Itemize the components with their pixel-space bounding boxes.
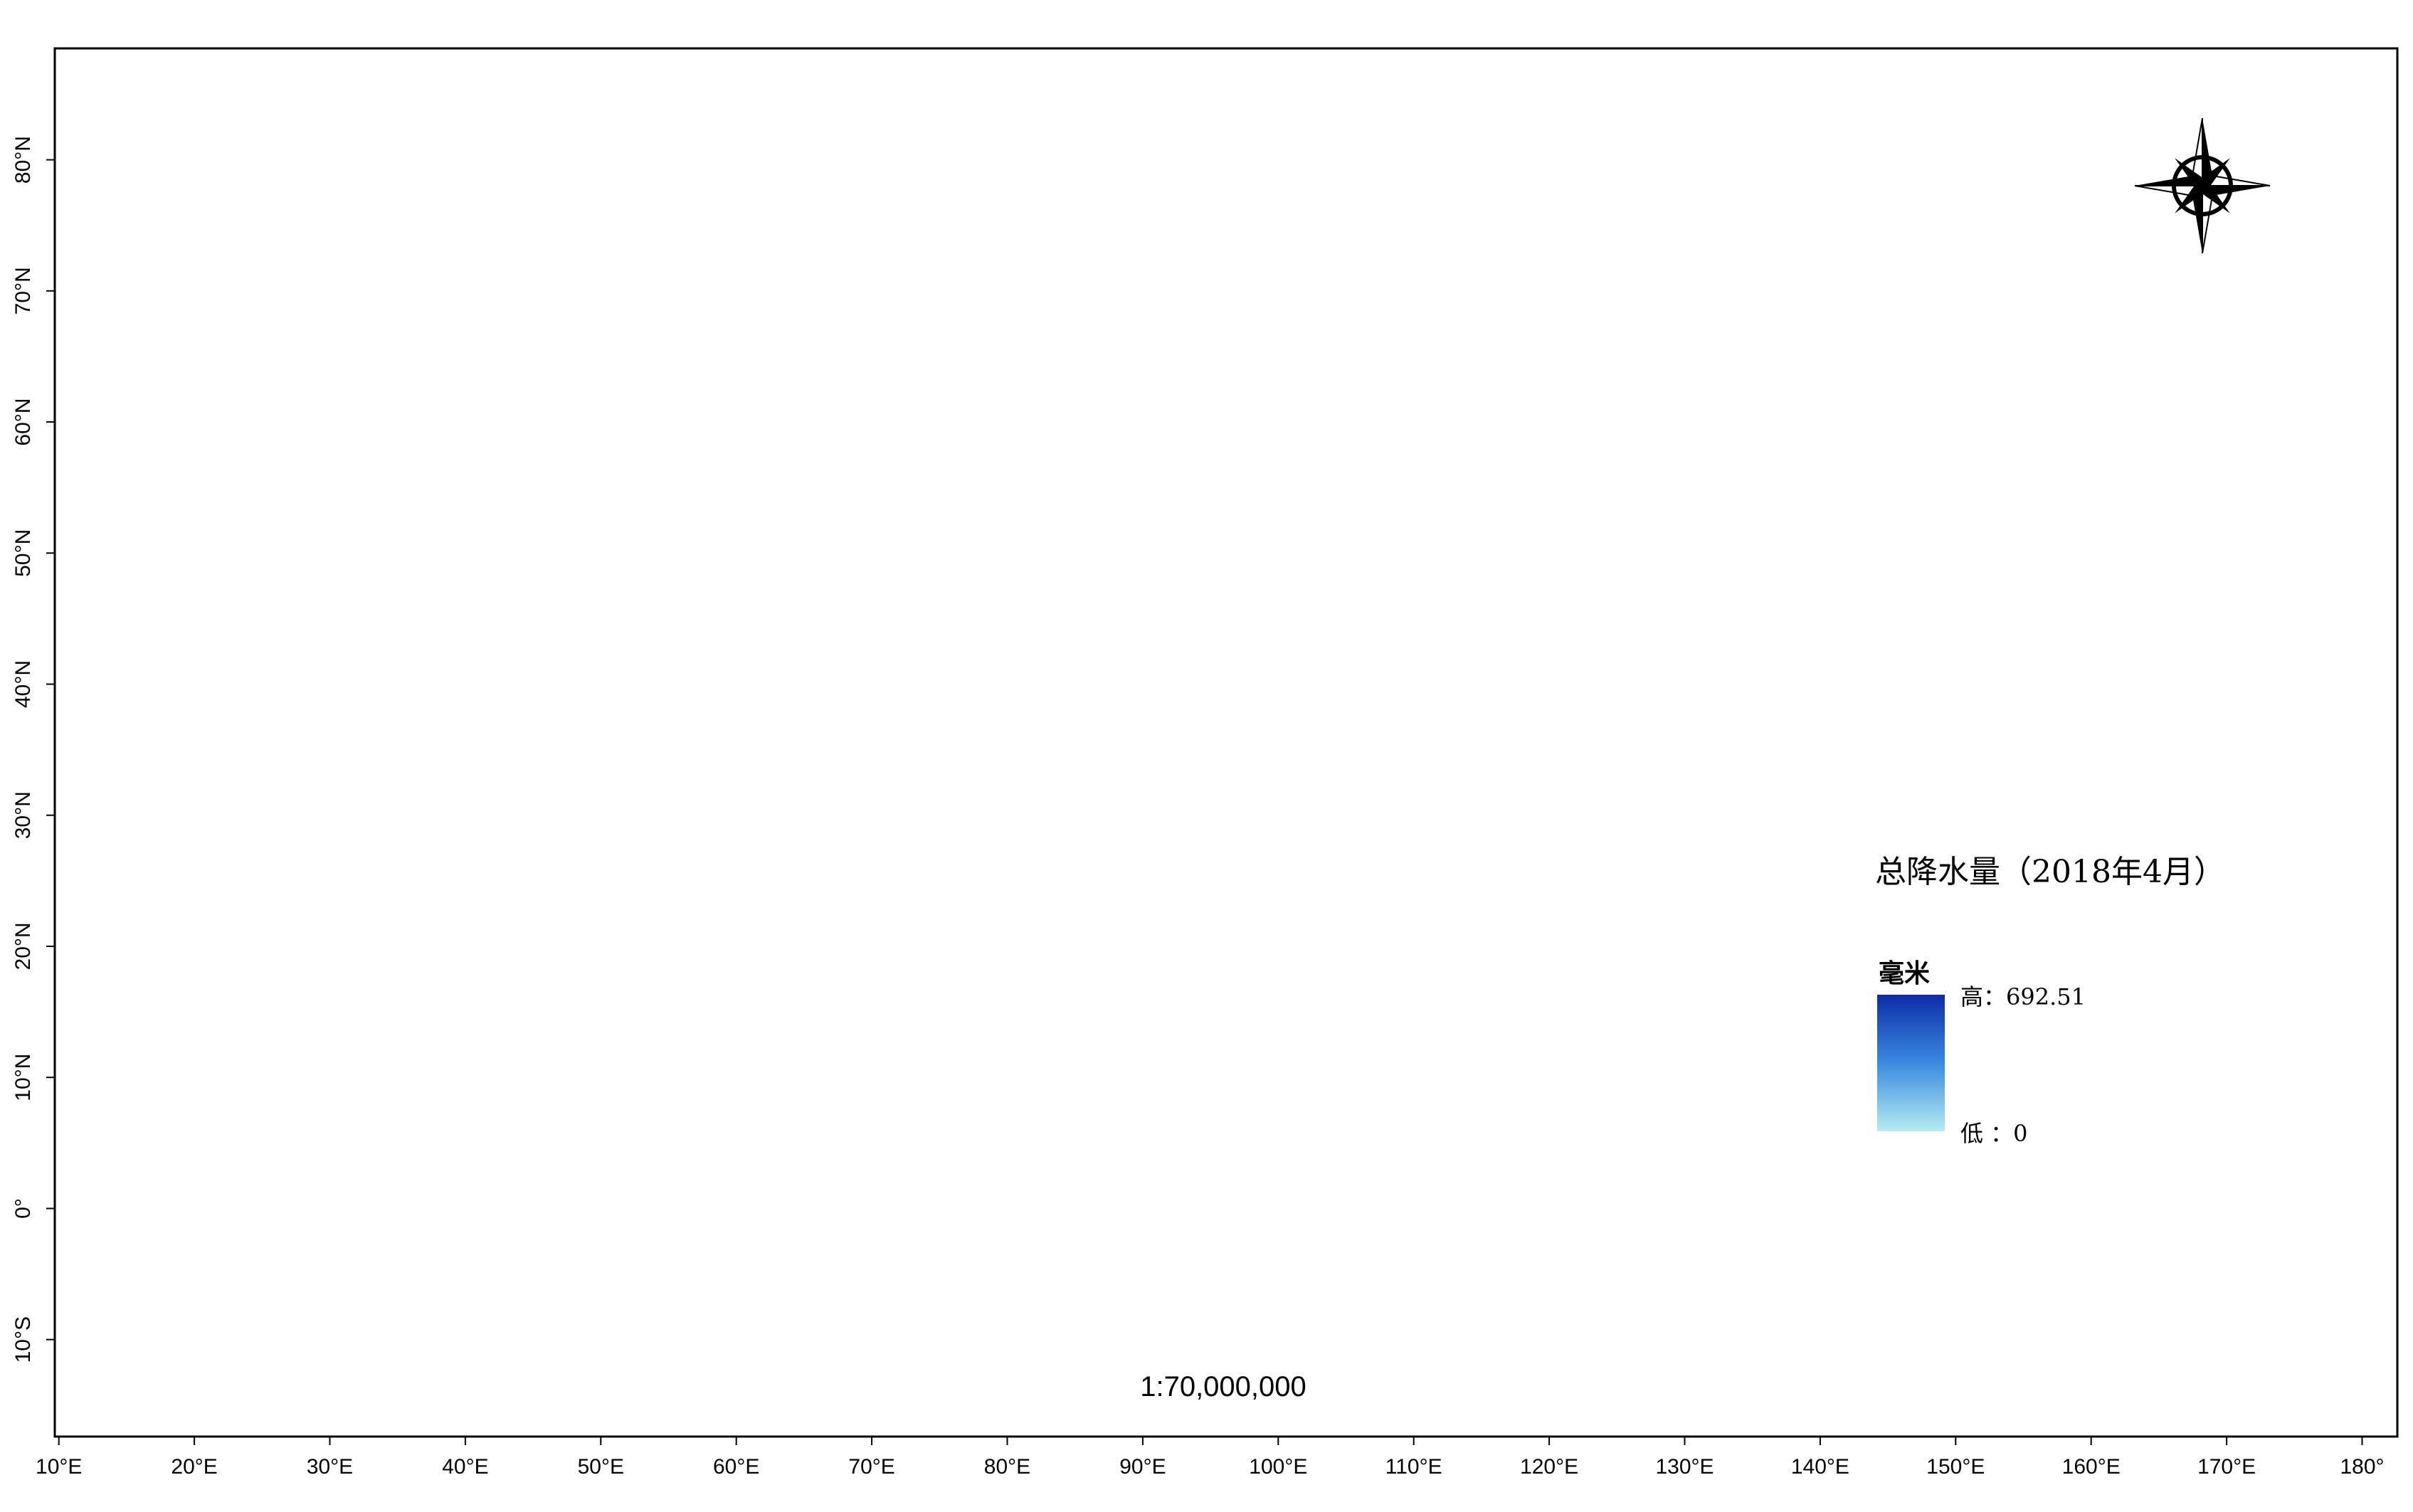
x-tick-label: 80°E [984,1455,1030,1479]
x-tick-label: 70°E [848,1455,894,1479]
x-tick-label: 140°E [1791,1455,1849,1479]
legend-ramp [1877,995,1945,1131]
legend-min: 低 ：0 [1960,1120,2028,1147]
x-tick-label: 120°E [1520,1455,1578,1479]
x-tick-label: 40°E [442,1455,488,1479]
y-tick-label: 20°N [11,922,35,970]
x-tick-label: 60°E [713,1455,759,1479]
y-tick-label: 30°N [11,791,35,839]
y-tick-label: 10°S [11,1316,35,1363]
x-tick-label: 90°E [1119,1455,1166,1479]
map-frame [53,47,2399,1438]
x-tick-label: 20°E [171,1455,217,1479]
y-tick-label: 60°N [11,398,35,446]
x-tick-label: 30°E [307,1455,353,1479]
scale-text: 1:70,000,000 [1140,1371,1306,1402]
y-tick-label: 0° [11,1198,35,1219]
x-tick-label: 180° [2340,1455,2384,1479]
x-tick-label: 110°E [1385,1455,1442,1479]
legend-title: 毫米 [1879,958,1930,988]
x-tick-label: 100°E [1249,1455,1307,1479]
north-arrow [2134,117,2271,254]
map-title: 总降水量（2018年4月） [1875,854,2225,890]
y-tick-label: 70°N [11,267,35,314]
y-tick-label: 40°N [11,660,35,708]
x-tick-label: 10°E [36,1455,82,1479]
x-tick-label: 170°E [2197,1455,2256,1479]
x-tick-label: 50°E [578,1455,624,1479]
x-tick-label: 130°E [1655,1455,1714,1479]
y-tick-label: 50°N [11,529,35,577]
y-tick-label: 10°N [11,1054,35,1101]
legend-max: 高：692.51 [1960,983,2086,1010]
x-tick-label: 160°E [2062,1455,2121,1479]
y-tick-label: 80°N [11,136,35,184]
x-tick-label: 150°E [1926,1455,1985,1479]
